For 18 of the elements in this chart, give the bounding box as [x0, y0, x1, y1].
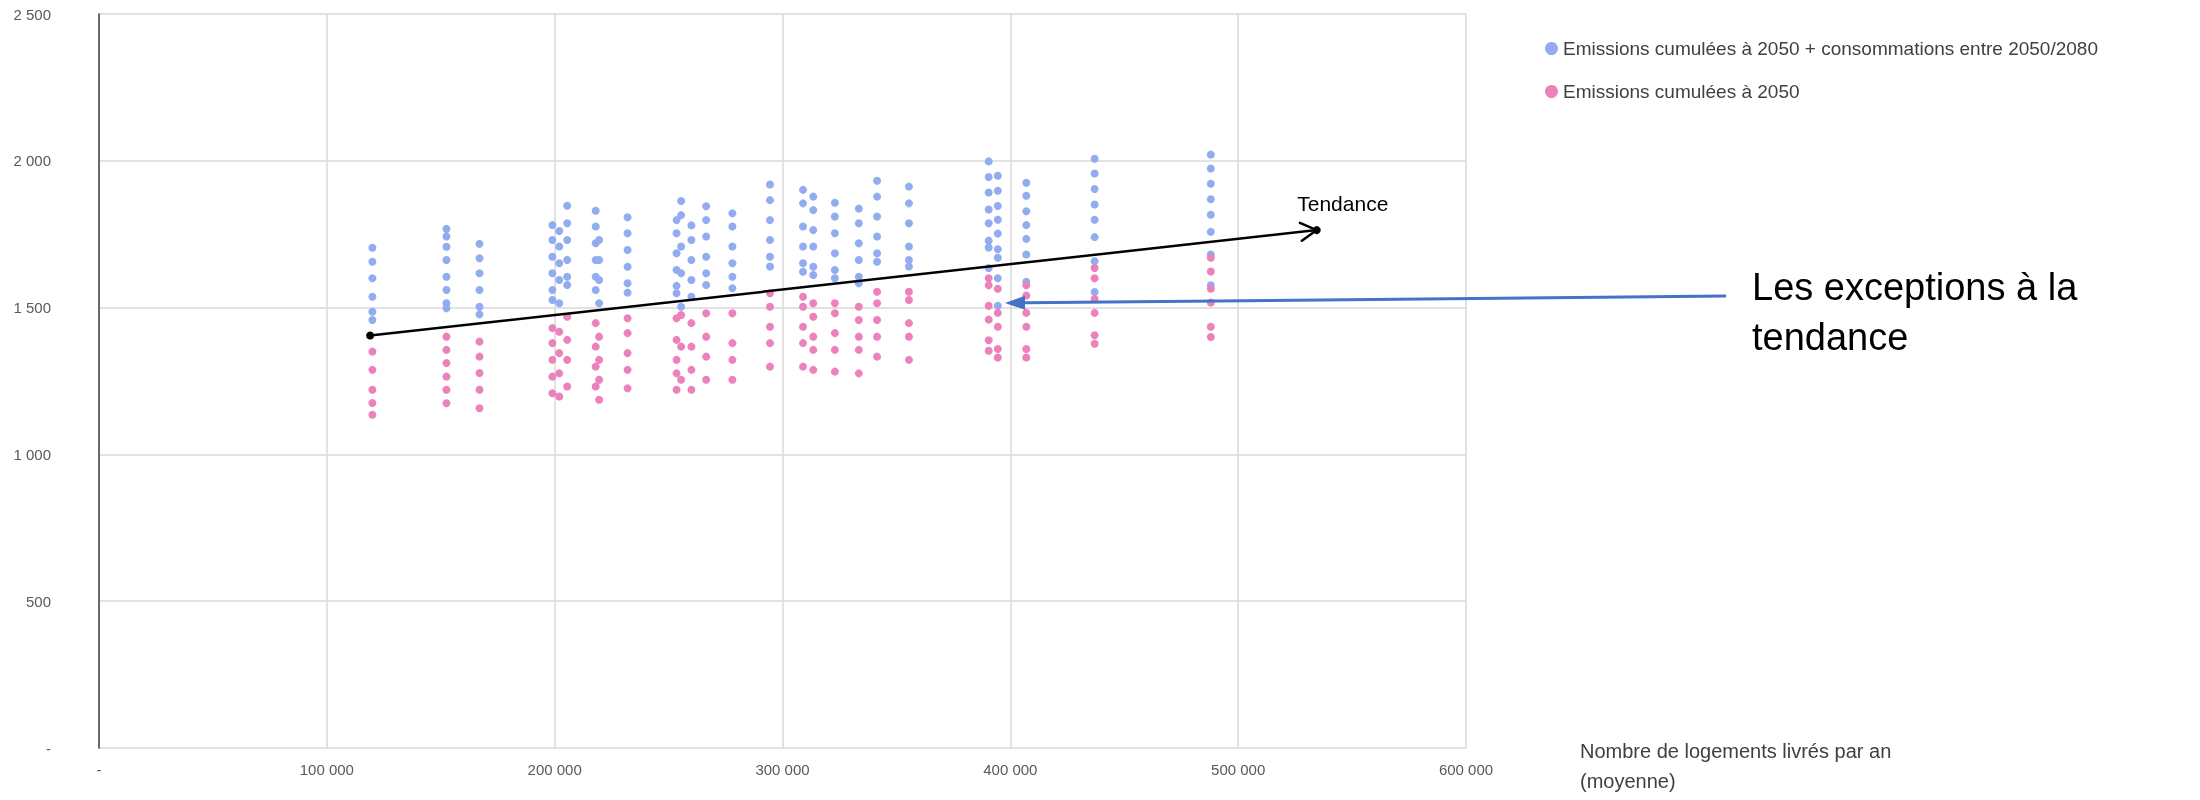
y-tick-label: 2 500	[13, 5, 51, 23]
y-tick-label: 1 500	[13, 299, 51, 317]
x-tick-label: 100 000	[299, 761, 354, 778]
y-tick-label: 500	[25, 592, 51, 610]
text: Les exceptions à la tendance	[1752, 266, 2088, 358]
x-tick-label: 200 000	[527, 761, 582, 778]
x-tick-label: 500 000	[1211, 761, 1266, 778]
legend-label: Emissions cumulées à 2050 + consommations entre 2050/2080	[1563, 38, 2098, 59]
y-tick-label: 1 000	[13, 445, 51, 463]
y-tick-label: -	[46, 739, 51, 757]
legend-label: Emissions cumulées à 2050	[1563, 81, 1800, 102]
series-label: Tendance	[1297, 192, 1389, 216]
x-tick-label: 300 000	[755, 761, 810, 778]
x-axis-title: Nombre de logements livrés par an (moyenne)	[1580, 740, 1892, 792]
x-tick-label: -	[96, 761, 102, 778]
x-tick-label: 600 000	[1438, 761, 1494, 778]
y-tick-label: 2 000	[13, 152, 51, 170]
x-tick-label: 400 000	[983, 761, 1038, 778]
